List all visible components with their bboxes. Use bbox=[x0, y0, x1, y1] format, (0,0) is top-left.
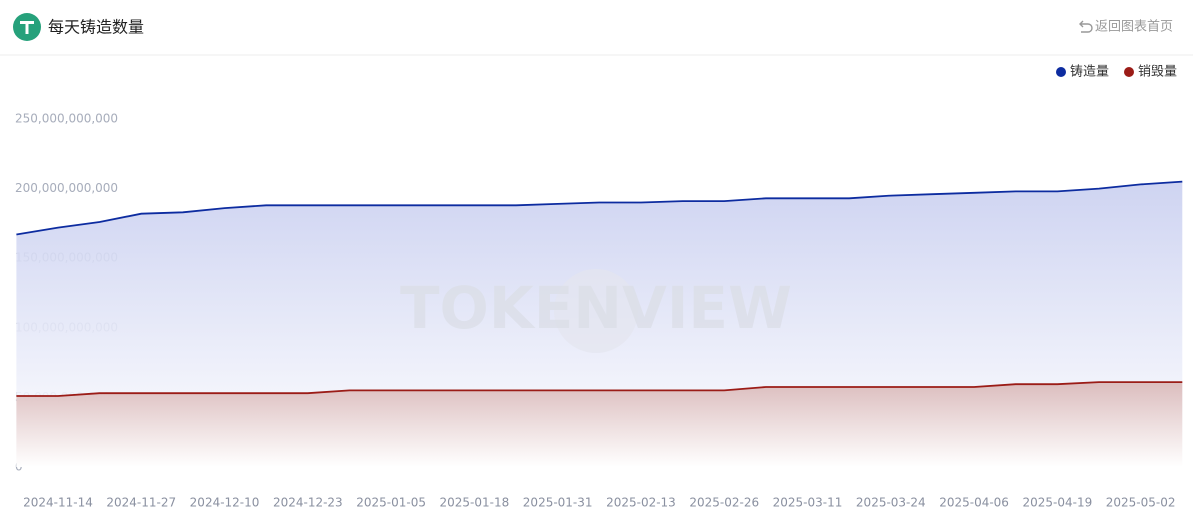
page-title: 每天铸造数量 bbox=[48, 18, 144, 37]
x-tick-label: 2025-03-11 bbox=[773, 496, 843, 510]
x-tick-label: 2025-01-31 bbox=[523, 496, 593, 510]
legend-label: 铸造量 bbox=[1070, 64, 1109, 80]
watermark-circle bbox=[554, 269, 638, 353]
x-tick-label: 2025-05-02 bbox=[1106, 496, 1176, 510]
legend-marker bbox=[1124, 67, 1134, 77]
line bbox=[16, 180, 1183, 236]
x-tick-label: 2024-11-27 bbox=[106, 496, 176, 510]
x-tick-label: 2025-03-24 bbox=[856, 496, 926, 510]
x-tick-label: 2025-01-05 bbox=[356, 496, 426, 510]
watermark-group: TOKENVIEW bbox=[400, 269, 792, 353]
x-tick-label: 2025-02-26 bbox=[689, 496, 759, 510]
area bbox=[16, 382, 1183, 467]
x-tick-label: 2024-12-10 bbox=[190, 496, 260, 510]
logo-mark bbox=[20, 21, 34, 34]
legend-label: 销毁量 bbox=[1138, 65, 1177, 80]
x-tick-label: 2025-04-19 bbox=[1022, 496, 1092, 510]
y-tick-label: 200,000,000,000 bbox=[15, 181, 118, 195]
x-tick-label: 2024-11-14 bbox=[23, 496, 93, 510]
x-tick-label: 2025-02-13 bbox=[606, 496, 676, 510]
x-tick-label: 2025-01-18 bbox=[440, 496, 510, 510]
y-tick-label: 250,000,000,000 bbox=[15, 112, 118, 126]
back-icon[interactable] bbox=[1079, 20, 1093, 33]
legend-marker bbox=[1056, 67, 1066, 77]
back-link[interactable]: 返回图表首页 bbox=[1095, 20, 1173, 35]
header: 每天铸造数量 返回图表首页 bbox=[0, 13, 1193, 56]
watermark: TOKENVIEW bbox=[400, 274, 792, 342]
x-tick-label: 2024-12-23 bbox=[273, 496, 343, 510]
x-tick-label: 2025-04-06 bbox=[939, 496, 1009, 510]
line bbox=[16, 381, 1183, 397]
